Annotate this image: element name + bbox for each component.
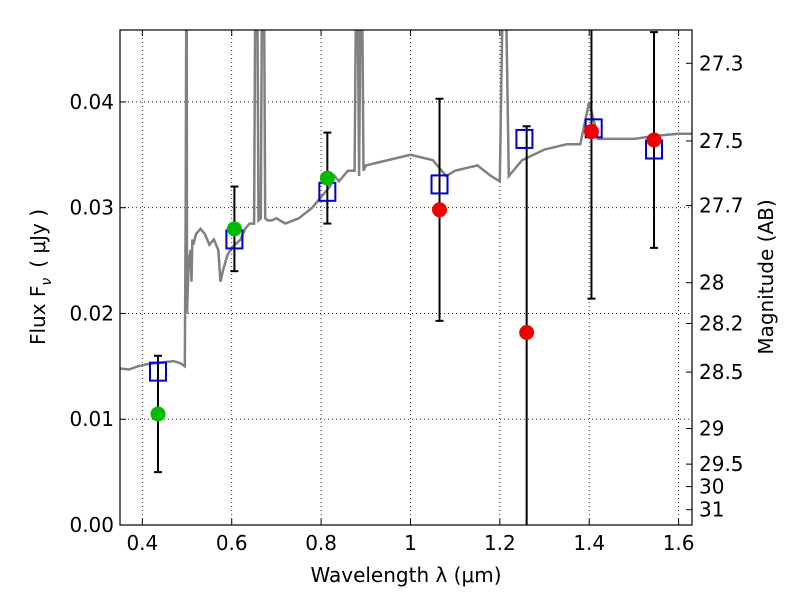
magnitude-tick-label: 31	[699, 498, 724, 522]
y-tick-label: 0.00	[69, 513, 114, 537]
x-tick-label: 1.2	[484, 531, 516, 555]
plot-frame	[119, 29, 693, 526]
magnitude-tick-label: 27.5	[699, 129, 744, 153]
magnitude-tick-label: 28	[699, 271, 724, 295]
detection-point	[319, 170, 335, 186]
model-photometry-square	[515, 128, 534, 149]
magnitude-tick-label: 28.2	[699, 311, 744, 335]
magnitude-tick-label: 27.7	[699, 194, 744, 218]
x-tick-label: 1.6	[663, 531, 695, 555]
x-tick-label: 0.4	[126, 531, 158, 555]
y-axis-label: Flux Fν ( μJy )	[26, 209, 55, 345]
x-axis-label: Wavelength λ (μm)	[310, 563, 501, 587]
low-sn-markers	[432, 124, 662, 340]
detection-point	[226, 221, 242, 237]
y-tick-label: 0.03	[69, 196, 114, 220]
magnitude-tick-label: 29.5	[699, 452, 744, 476]
detection-markers	[150, 170, 335, 422]
x-tick-label: 0.6	[216, 531, 248, 555]
low-sn-point	[646, 132, 662, 148]
x-tick-label: 1	[404, 531, 417, 555]
plot-area	[120, 30, 692, 525]
model-spectrum-line	[120, 30, 692, 371]
y-tick-label: 0.04	[69, 90, 114, 114]
y-axis-label-subscript: ν	[39, 278, 55, 286]
detection-point	[150, 406, 166, 422]
y-axis-label-unit: ( μJy )	[26, 209, 50, 268]
magnitude-tick-label: 30	[699, 475, 724, 499]
magnitude-tick-label: 28.5	[699, 360, 744, 384]
x-tick-label: 0.8	[305, 531, 337, 555]
low-sn-point	[432, 202, 448, 218]
low-sn-point	[519, 325, 535, 340]
y-axis-ticks: 0.00 0.01 0.02 0.03 0.04	[69, 90, 126, 537]
x-tick-label: 1.4	[573, 531, 605, 555]
model-photometry-square	[430, 174, 449, 195]
model-photometry-square	[148, 361, 167, 382]
x-axis-ticks: 0.4 0.6 0.8 1 1.2 1.4 1.6	[126, 30, 695, 555]
y-tick-label: 0.02	[69, 301, 114, 325]
magnitude-tick-label: 29	[699, 417, 724, 441]
y-tick-label: 0.01	[69, 407, 114, 431]
low-sn-point	[583, 124, 599, 140]
y-axis-label-main: Flux F	[26, 286, 50, 345]
magnitude-axis-label: Magnitude (AB)	[754, 199, 778, 354]
magnitude-tick-label: 27.3	[699, 51, 744, 75]
